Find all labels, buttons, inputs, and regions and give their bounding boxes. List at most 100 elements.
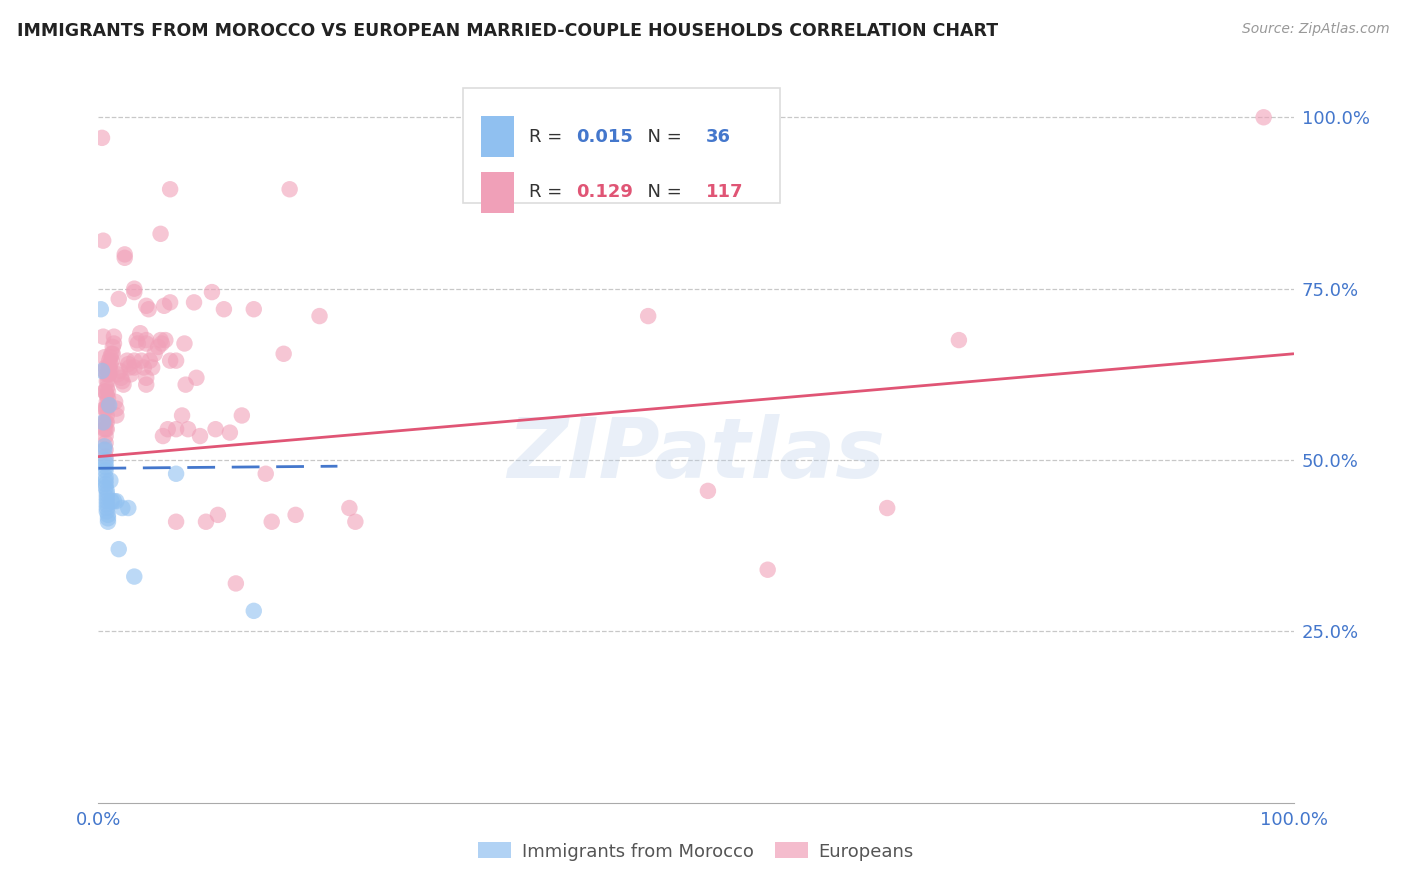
Point <box>101 347 124 361</box>
Point <box>152 429 174 443</box>
Point <box>135 377 157 392</box>
Point <box>97 368 120 382</box>
Point <box>159 182 181 196</box>
Point <box>94 442 117 457</box>
Point <box>105 409 128 423</box>
Point <box>115 353 138 368</box>
Point <box>339 501 361 516</box>
Point <box>278 182 301 196</box>
Point <box>98 350 122 364</box>
Point <box>159 295 181 310</box>
Point <box>105 401 128 416</box>
Point <box>165 353 187 368</box>
Text: 36: 36 <box>706 128 731 146</box>
Point <box>103 329 125 343</box>
Point <box>93 384 115 399</box>
Point <box>308 309 330 323</box>
Point <box>98 357 122 371</box>
Point <box>260 515 283 529</box>
Point <box>149 227 172 241</box>
Point <box>165 467 187 481</box>
Point <box>93 422 115 436</box>
Point <box>108 364 131 378</box>
Point <box>93 350 115 364</box>
Point <box>155 333 177 347</box>
Point <box>111 374 134 388</box>
Point <box>143 347 166 361</box>
Point <box>132 360 155 375</box>
Point <box>96 388 118 402</box>
Point <box>948 333 970 347</box>
Point <box>96 504 118 518</box>
Point <box>96 487 118 501</box>
Point <box>344 515 367 529</box>
Point <box>697 483 720 498</box>
Text: Source: ZipAtlas.com: Source: ZipAtlas.com <box>1241 22 1389 37</box>
Point <box>103 336 125 351</box>
Point <box>139 353 162 368</box>
Point <box>124 360 146 375</box>
Point <box>100 494 122 508</box>
Point <box>273 347 295 361</box>
FancyBboxPatch shape <box>481 117 515 157</box>
Point <box>159 353 181 368</box>
Point <box>96 409 118 423</box>
Point <box>186 371 208 385</box>
Point <box>188 429 211 443</box>
Point <box>124 353 146 368</box>
Point <box>94 360 117 375</box>
Point <box>94 459 117 474</box>
Text: 0.129: 0.129 <box>576 184 633 202</box>
Point <box>104 394 127 409</box>
Point <box>141 360 163 375</box>
Point <box>117 501 139 516</box>
Point <box>177 422 200 436</box>
Point <box>110 371 132 385</box>
Point <box>97 384 120 399</box>
Point <box>135 333 157 347</box>
Point <box>225 576 247 591</box>
Point <box>97 374 120 388</box>
Point <box>94 477 117 491</box>
Point <box>219 425 242 440</box>
Point <box>243 604 266 618</box>
Point <box>94 415 117 429</box>
Point <box>131 353 153 368</box>
Point <box>96 415 118 429</box>
Point <box>96 494 118 508</box>
Point <box>756 563 779 577</box>
Point <box>94 436 117 450</box>
Point <box>97 392 120 406</box>
Point <box>100 353 122 368</box>
Point <box>118 360 141 375</box>
Point <box>94 457 117 471</box>
Point <box>96 394 118 409</box>
Point <box>637 309 659 323</box>
Point <box>174 377 197 392</box>
Point <box>135 371 157 385</box>
Point <box>97 508 120 522</box>
Point <box>94 470 117 484</box>
Point <box>153 299 176 313</box>
Point <box>94 429 117 443</box>
Point <box>97 511 120 525</box>
Point <box>1253 110 1275 124</box>
Point <box>149 333 172 347</box>
Point <box>91 329 114 343</box>
Point <box>129 326 152 341</box>
Text: N =: N = <box>637 128 688 146</box>
Point <box>107 368 129 382</box>
Legend: Immigrants from Morocco, Europeans: Immigrants from Morocco, Europeans <box>471 835 921 868</box>
Point <box>183 295 205 310</box>
Text: ZIPatlas: ZIPatlas <box>508 414 884 495</box>
Point <box>98 364 122 378</box>
Point <box>135 336 157 351</box>
Point <box>876 501 898 516</box>
Point <box>207 508 229 522</box>
Point <box>254 467 277 481</box>
Point <box>212 302 235 317</box>
Point <box>96 381 118 395</box>
Point <box>96 422 118 436</box>
Point <box>138 302 160 317</box>
Point <box>93 401 115 416</box>
